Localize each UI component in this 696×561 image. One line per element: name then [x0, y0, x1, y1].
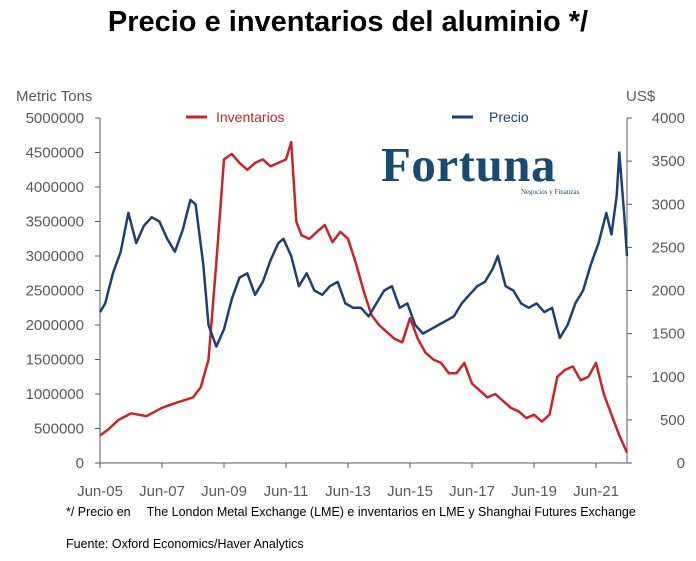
x-tick-label: Jun-07 [139, 483, 185, 500]
legend-label-inventarios: Inventarios [216, 109, 284, 125]
left-tick-label: 4000000 [26, 179, 84, 196]
footnote-prefix: */ Precio en [66, 505, 131, 519]
left-axis-unit-label: Metric Tons [16, 88, 92, 105]
left-tick-label: 0 [76, 455, 84, 472]
left-tick-label: 1500000 [26, 352, 84, 369]
left-tick-label: 4500000 [26, 145, 84, 162]
footnote-text: The London Metal Exchange (LME) e invent… [146, 505, 636, 519]
left-tick-label: 3000000 [26, 248, 84, 265]
left-tick-label: 5000000 [26, 110, 84, 127]
series-line-inventarios [99, 140, 629, 454]
x-tick-label: Jun-21 [573, 483, 619, 500]
left-tick-label: 3500000 [26, 214, 84, 231]
right-tick-label: 0 [677, 455, 685, 472]
x-tick-label: Jun-09 [201, 483, 247, 500]
chart-title: Precio e inventarios del aluminio */ [107, 6, 589, 38]
series-line-precio [98, 151, 629, 348]
right-tick-label: 3500 [652, 153, 685, 170]
x-tick-label: Jun-15 [387, 483, 433, 500]
legend-label-precio: Precio [489, 109, 529, 125]
left-tick-label: 500000 [34, 421, 84, 438]
right-axis-ticks: 0 500 1000 1500 2000 2500 3000 3500 4000 [627, 110, 685, 472]
left-tick-label: 1000000 [26, 386, 84, 403]
x-tick-label: Jun-11 [264, 483, 309, 500]
x-axis-ticks: Jun-05 Jun-07 Jun-09 Jun-11 Jun-13 Jun-15 Jun-… [77, 463, 619, 500]
right-axis-unit-label: US$ [626, 88, 656, 105]
series-layer [98, 140, 629, 454]
legend: Inventarios Precio [186, 109, 529, 125]
left-tick-label: 2000000 [26, 317, 84, 334]
footnote: */ Precio en The London Metal Exchange (L… [66, 505, 666, 520]
source-note: Fuente: Oxford Economics/Haver Analytics [66, 537, 304, 551]
right-tick-label: 4000 [652, 110, 685, 127]
x-tick-label: Jun-19 [511, 483, 557, 500]
x-tick-label: Jun-13 [325, 483, 371, 500]
right-tick-label: 2500 [652, 239, 685, 256]
x-tick-label: Jun-17 [449, 483, 495, 500]
right-tick-label: 1000 [652, 369, 685, 386]
left-tick-label: 2500000 [26, 283, 84, 300]
left-axis-ticks: 0 500000 1000000 1500000 2000000 2500000 30000… [26, 110, 100, 472]
brand-tagline: Negocios y Finanzas [521, 188, 580, 196]
brand-logo: Fortuna Negocios y Finanzas [381, 137, 581, 197]
brand-name: Fortuna [381, 137, 556, 192]
right-tick-label: 500 [660, 412, 685, 429]
x-tick-label: Jun-05 [77, 483, 123, 500]
right-tick-label: 1500 [652, 326, 685, 343]
right-tick-label: 2000 [652, 283, 685, 300]
right-tick-label: 3000 [652, 196, 685, 213]
